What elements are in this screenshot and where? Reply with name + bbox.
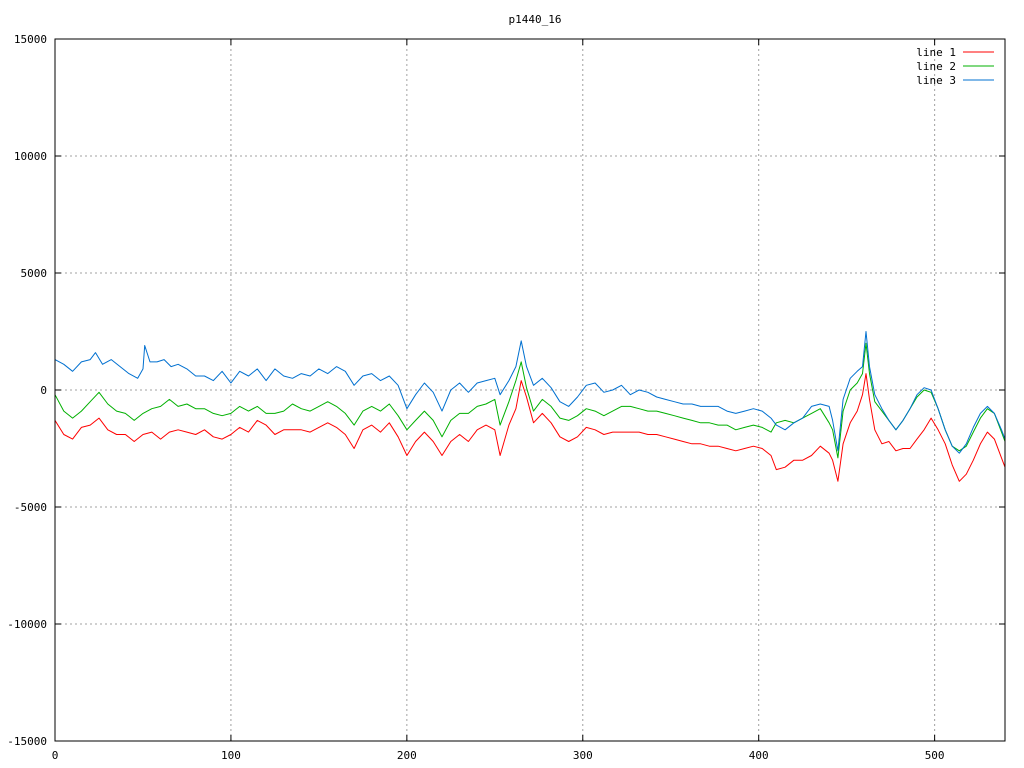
- x-tick-label: 400: [749, 749, 769, 762]
- y-tick-label: 5000: [21, 267, 48, 280]
- x-tick-label: 300: [573, 749, 593, 762]
- grid: [55, 39, 1005, 741]
- legend-label-3: line 3: [916, 74, 956, 87]
- chart-title: p1440_16: [509, 13, 562, 26]
- legend-label-2: line 2: [916, 60, 956, 73]
- y-tick-label: 0: [40, 384, 47, 397]
- series-line-3: [54, 331, 1006, 454]
- x-tick-label: 100: [221, 749, 241, 762]
- y-tick-label: -10000: [7, 618, 47, 631]
- y-tick-label: 10000: [14, 150, 47, 163]
- y-tick-label: -5000: [14, 501, 47, 514]
- x-tick-label: 200: [397, 749, 417, 762]
- x-tick-label: 0: [52, 749, 59, 762]
- axis-tick-labels: 0 100 200 300 400 500 -15000 -10000 -5000 0 5000 10…: [7, 33, 944, 762]
- y-tick-label: -15000: [7, 735, 47, 748]
- y-tick-label: 15000: [14, 33, 47, 46]
- axis-ticks: [54, 38, 1005, 742]
- x-tick-label: 500: [925, 749, 945, 762]
- series-group: [54, 331, 1006, 482]
- legend-label-1: line 1: [916, 46, 956, 59]
- series-line-2: [54, 342, 1006, 459]
- series-line-1: [54, 373, 1006, 482]
